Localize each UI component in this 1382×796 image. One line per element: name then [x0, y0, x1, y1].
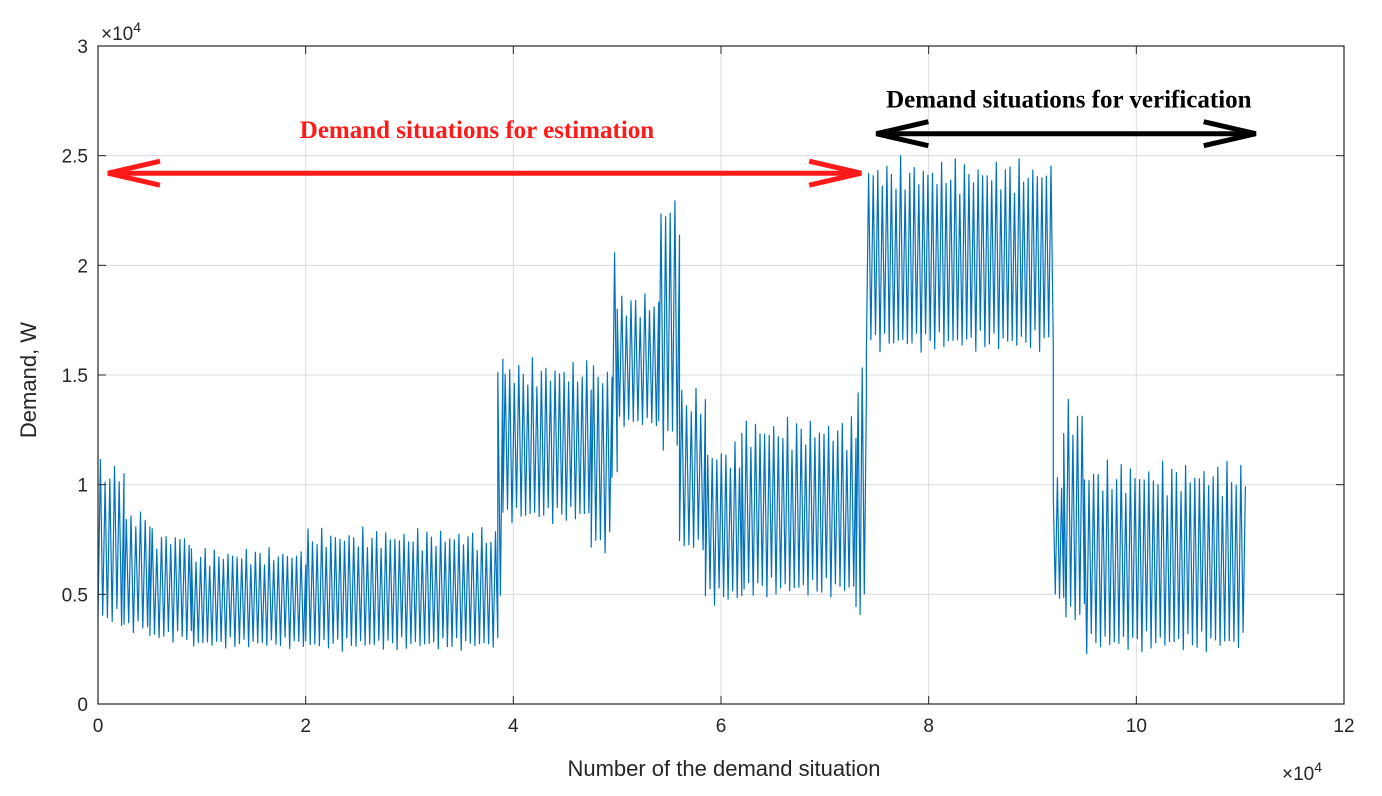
arrow-head-left	[107, 158, 161, 188]
annotation-arrow-0: Demand situations for estimation	[107, 117, 862, 188]
x-tick-label: 0	[93, 716, 104, 737]
x-tick-label: 12	[1333, 716, 1354, 737]
annotations: Demand situations for estimation Demand s…	[107, 86, 1257, 188]
arrow-head-right	[1203, 119, 1257, 149]
y-tick-label: 3	[77, 37, 88, 58]
arrow-head-left	[875, 119, 929, 149]
y-tick-label: 1	[77, 476, 88, 497]
annotation-label-0: Demand situations for estimation	[300, 117, 655, 144]
x-tick-labels: 0 2 4 6 8 10 12	[93, 716, 1355, 737]
x-tick-label: 4	[508, 716, 519, 737]
annotation-label-1: Demand situations for verification	[886, 86, 1252, 113]
annotation-arrow-1: Demand situations for verification	[875, 86, 1257, 149]
x-tick-label: 8	[923, 716, 934, 737]
y-tick-label: 0.5	[62, 585, 88, 606]
x-tick-label: 10	[1126, 716, 1147, 737]
demand-series	[98, 155, 1246, 655]
y-tick-label: 2.5	[62, 147, 88, 168]
y-axis-label: Demand, W	[16, 322, 41, 438]
y-tick-label: 1.5	[62, 366, 88, 387]
y-exponent: ×104	[101, 19, 141, 45]
axis-ticks	[97, 45, 1345, 705]
x-exponent: ×104	[1282, 759, 1322, 785]
x-tick-label: 2	[300, 716, 311, 737]
gridlines	[97, 45, 1345, 705]
x-tick-label: 6	[716, 716, 727, 737]
y-tick-label: 0	[77, 695, 88, 716]
x-axis-label: Number of the demand situation	[567, 756, 880, 781]
y-tick-labels: 0 0.5 1 1.5 2 2.5 3	[62, 37, 88, 716]
y-tick-label: 2	[77, 256, 88, 277]
arrow-head-right	[808, 158, 862, 188]
demand-line	[98, 155, 1246, 655]
